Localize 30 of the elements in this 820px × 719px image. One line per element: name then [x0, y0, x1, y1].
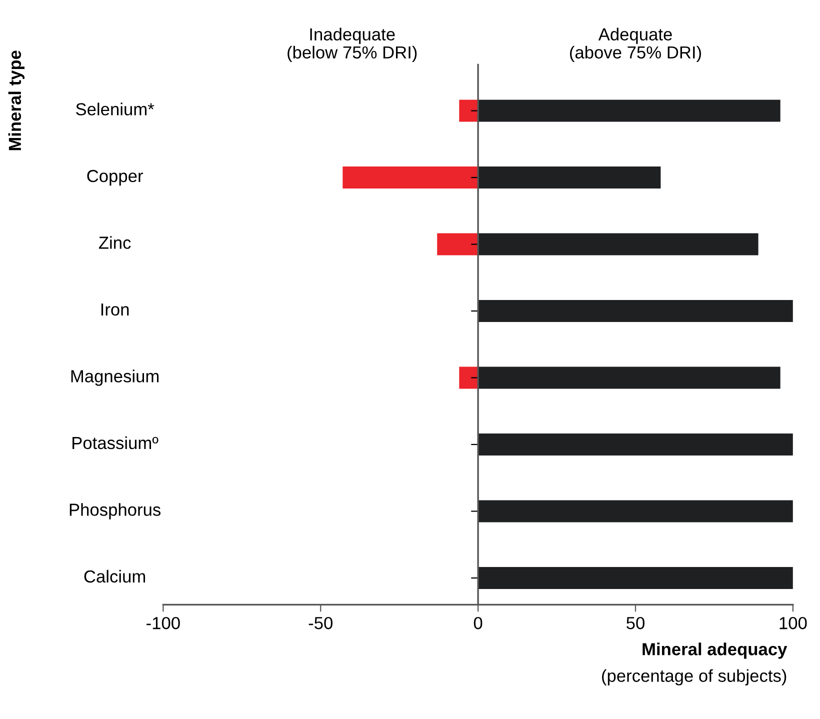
bar — [478, 433, 793, 456]
y-axis-title: Mineral type — [8, 50, 24, 150]
y-tick-label: Calcium — [84, 570, 146, 583]
y-tick-label: Iron — [101, 304, 129, 316]
x-axis-title: Mineral adequacy — [642, 642, 788, 659]
bar — [459, 100, 478, 122]
text: Adequate (above 75% DRI) — [570, 28, 702, 62]
bar — [478, 500, 793, 522]
bar — [459, 366, 478, 389]
text: (percentage of subjects) — [602, 669, 786, 686]
y-tick-label: Potassiumº — [72, 436, 158, 450]
y-tick-label: Phosphorus — [70, 503, 161, 520]
y-tick-label: Selenium* — [76, 102, 154, 116]
bar — [478, 100, 780, 122]
y-tick-label: Zinc — [98, 236, 131, 249]
y-tick-label: Copper — [87, 170, 143, 186]
bar — [342, 166, 478, 189]
y-tick-label: Magnesium — [71, 370, 159, 386]
bar — [478, 300, 793, 322]
x-tick-label: -100 — [146, 616, 180, 630]
text: Inadequate (below 75% DRI) — [288, 28, 417, 62]
bar — [478, 566, 793, 589]
bar — [478, 233, 758, 256]
x-tick-label: 50 — [626, 616, 644, 630]
bar — [478, 366, 780, 389]
bar — [437, 233, 478, 256]
x-tick-label: -50 — [308, 616, 332, 630]
x-tick-label: 100 — [780, 616, 807, 630]
bar — [478, 166, 661, 189]
x-tick-label: 0 — [474, 616, 482, 630]
